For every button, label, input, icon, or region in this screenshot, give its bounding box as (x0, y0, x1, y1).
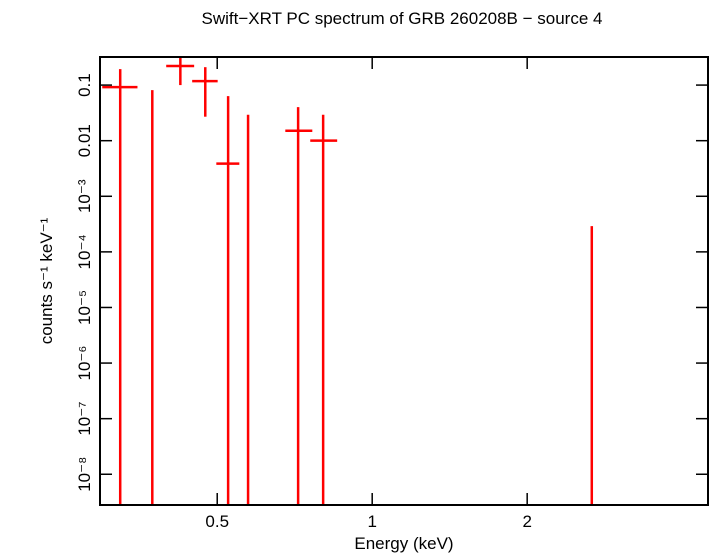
y-tick-label: 0.01 (75, 124, 94, 157)
chart-title: Swift−XRT PC spectrum of GRB 260208B − s… (202, 9, 603, 28)
x-axis-label: Energy (keV) (354, 534, 453, 553)
y-tick-label: 0.1 (75, 73, 94, 97)
plot-area (102, 57, 594, 505)
y-tick-label: 10⁻⁷ (75, 402, 94, 436)
x-tick-label: 2 (522, 512, 531, 531)
y-tick-label: 10⁻⁸ (75, 457, 94, 492)
x-tick-label: 1 (367, 512, 376, 531)
y-tick-label: 10⁻⁶ (75, 346, 94, 381)
y-tick-label: 10⁻⁴ (75, 234, 94, 269)
y-tick-label: 10⁻⁵ (75, 290, 94, 325)
x-tick-label: 0.5 (205, 512, 229, 531)
y-tick-label: 10⁻³ (75, 179, 94, 213)
y-axis-label: counts s⁻¹ keV⁻¹ (37, 217, 56, 344)
plot-frame (99, 56, 709, 506)
